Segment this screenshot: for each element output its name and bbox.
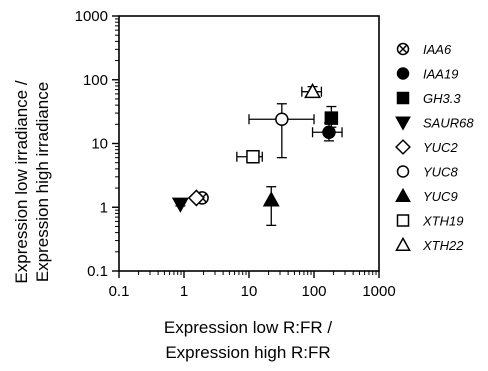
series-yuc8 <box>248 103 315 159</box>
plot-frame <box>118 15 380 272</box>
series-iaa19 <box>311 122 343 142</box>
legend-label-saur68: SAUR68 <box>423 116 474 131</box>
point-gh3-3 <box>324 111 339 125</box>
x-axis-title-line-2: Expression high R:FR <box>165 343 330 362</box>
x-tick-label: 10 <box>241 283 258 300</box>
series-xth19 <box>236 149 263 164</box>
legend-marker-xth22 <box>395 236 411 252</box>
point-xth22 <box>304 82 322 99</box>
legend-marker-yuc9 <box>395 187 411 203</box>
legend-marker-gh3-3 <box>396 91 410 105</box>
y-axis-title-line-1: Expression low irradiance / <box>12 80 31 283</box>
legend-label-gh3-3: GH3.3 <box>423 91 461 106</box>
data-marks <box>171 82 343 227</box>
legend-label-iaa6: IAA6 <box>423 42 452 57</box>
legend: IAA6 IAA19 GH3.3 SAUR68 YUC2 YUC8 YUC9 XTH19 XTH… <box>395 42 474 253</box>
point-xth19 <box>246 149 260 164</box>
y-axis-title-line-2: Expression high irradiance <box>33 82 52 282</box>
series-yuc9 <box>262 186 280 227</box>
legend-marker-saur68 <box>395 116 411 131</box>
x-tick-label: 1000 <box>362 283 395 300</box>
legend-label-xth19: XTH19 <box>422 214 463 229</box>
point-yuc8 <box>275 112 289 127</box>
point-iaa19 <box>322 125 336 140</box>
x-tick-label: 100 <box>301 283 326 300</box>
legend-label-yuc8: YUC8 <box>423 165 458 180</box>
y-tick-label: 10 <box>91 136 108 153</box>
series-saur68 <box>171 197 189 213</box>
legend-marker-yuc2 <box>395 139 411 155</box>
legend-marker-iaa6-cross-b <box>398 44 408 54</box>
x-tick-label: 0.1 <box>109 283 130 300</box>
legend-label-yuc9: YUC9 <box>423 189 458 204</box>
legend-label-iaa19: IAA19 <box>423 67 458 82</box>
ticks: 0.1 1 10 100 1000 0.1 1 10 100 1000 <box>75 8 396 300</box>
series-xth22 <box>301 82 323 99</box>
y-tick-label: 1000 <box>75 8 108 25</box>
point-yuc9 <box>262 191 280 207</box>
x-tick-label: 1 <box>180 283 188 300</box>
legend-label-xth22: XTH22 <box>422 238 464 253</box>
point-saur68 <box>171 197 189 213</box>
axes <box>118 15 380 272</box>
series-gh3-3 <box>324 105 339 128</box>
legend-marker-xth19 <box>396 214 410 227</box>
x-axis-title-line-1: Expression low R:FR / <box>164 318 332 337</box>
legend-label-yuc2: YUC2 <box>423 140 458 155</box>
point-yuc2 <box>187 189 205 207</box>
y-tick-label: 1 <box>100 199 108 216</box>
legend-marker-yuc8 <box>396 165 410 178</box>
y-tick-label: 0.1 <box>87 263 108 280</box>
series-yuc2 <box>187 189 205 207</box>
y-tick-label: 100 <box>83 72 108 89</box>
legend-marker-iaa19 <box>396 67 410 80</box>
